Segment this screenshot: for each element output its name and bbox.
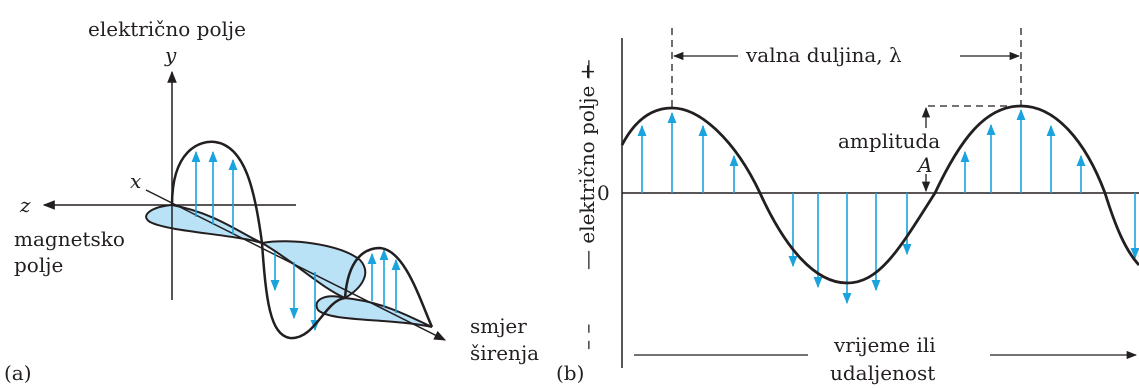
panel-a-tag: (a) — [4, 361, 32, 385]
y-axis-title: — električno polje — — [575, 59, 599, 270]
direction-label-1: smjer — [470, 314, 527, 338]
electric-vectors-a — [191, 150, 401, 332]
x-axis-line — [145, 189, 447, 341]
y-minus-label: – – — [575, 324, 599, 350]
magnetic-lobe-1 — [145, 203, 263, 244]
direction-label-2: širenja — [470, 341, 539, 365]
y-plus-label: + — [575, 63, 599, 80]
electric-wave-b — [620, 104, 1139, 285]
panel-a: električno polje y x z magnetsko polje s… — [4, 17, 539, 385]
panel-b: valna duljina, λ amplituda A — [556, 28, 1139, 385]
wavelength-label: valna duljina, λ — [745, 43, 902, 67]
amplitude-label: amplituda — [838, 129, 940, 153]
panel-b-tag: (b) — [556, 361, 584, 385]
magnetic-lobe-2 — [259, 240, 367, 300]
magnetic-field-label-2: polje — [14, 253, 63, 277]
electric-field-label: električno polje — [88, 17, 246, 41]
amplitude-symbol: A — [916, 153, 932, 177]
time-label-1: vrijeme ili — [833, 333, 936, 357]
x-axis-label: x — [130, 169, 141, 193]
zero-label: 0 — [597, 181, 610, 205]
magnetic-lobe-3 — [315, 295, 433, 328]
time-label-2: udaljenost — [830, 361, 935, 385]
z-axis-label: z — [19, 193, 31, 217]
magnetic-field-label-1: magnetsko — [14, 227, 125, 251]
y-axis-label: y — [164, 43, 177, 67]
electric-wave-a — [170, 140, 434, 340]
